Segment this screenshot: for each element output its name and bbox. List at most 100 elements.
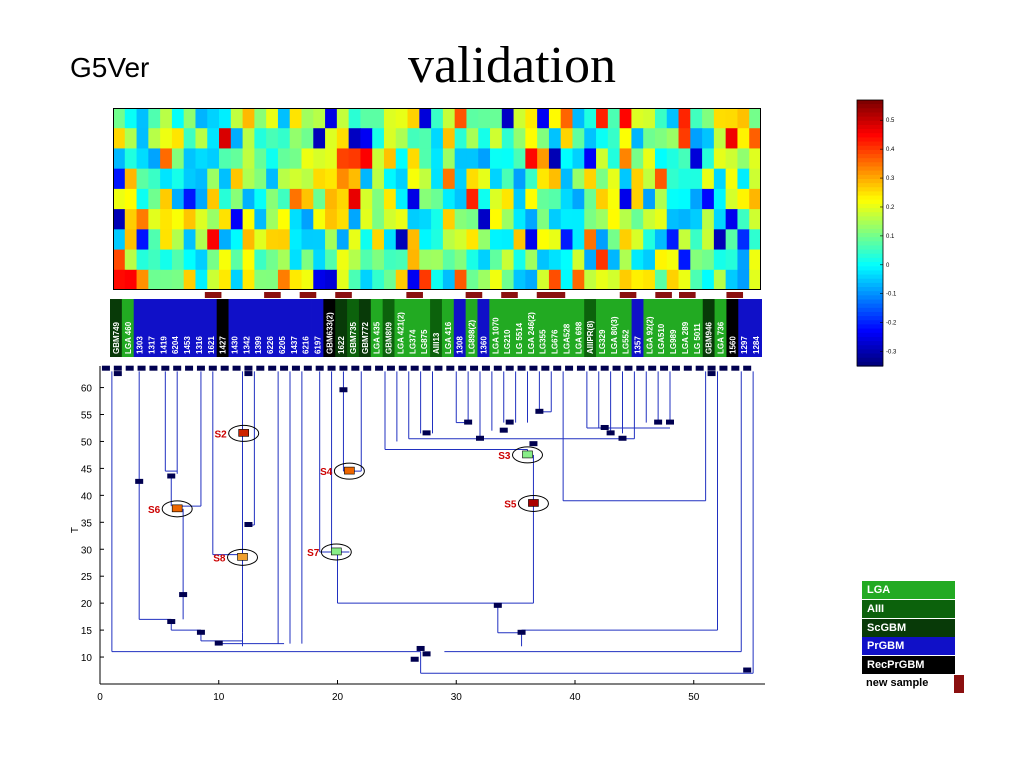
legend-label: LGA	[867, 584, 891, 596]
state-label: S6	[148, 505, 161, 516]
x-tick-label: 10	[213, 692, 225, 703]
heatmap-cell	[596, 128, 609, 150]
heatmap-cell	[348, 269, 362, 290]
leaf-node	[280, 365, 289, 371]
heatmap-cell	[195, 269, 208, 290]
heatmap-cell	[325, 269, 338, 290]
heatmap-cell	[301, 128, 314, 150]
heatmap-cell	[207, 229, 220, 251]
heatmap-cell	[643, 108, 656, 129]
leaf-node	[529, 365, 538, 371]
heatmap-cell	[631, 128, 644, 150]
state-label: S2	[214, 429, 227, 440]
colorbar-step	[857, 166, 883, 172]
colorbar-step	[857, 220, 883, 226]
heatmap-cell	[478, 128, 491, 150]
heatmap-cell	[537, 128, 550, 150]
leaf-node	[185, 365, 194, 371]
sample-label: LG552	[622, 329, 631, 354]
leaf-node	[125, 365, 134, 371]
new-sample-marker	[655, 292, 672, 298]
heatmap-cell	[572, 269, 585, 290]
heatmap-cell	[454, 168, 468, 190]
heatmap-cell	[749, 148, 761, 170]
heatmap-cell	[478, 249, 491, 271]
heatmap-cell	[548, 269, 562, 290]
sample-label: 1297	[740, 336, 749, 354]
sample-class-cell	[560, 299, 573, 357]
sample-class-cell	[169, 299, 182, 357]
tree-node	[499, 427, 508, 433]
heatmap-cell	[572, 148, 585, 170]
sample-class-cell	[524, 299, 538, 357]
heatmap-cell	[442, 188, 456, 210]
heatmap-cell	[596, 229, 609, 251]
colorbar-step	[857, 237, 883, 242]
heatmap-cell	[124, 209, 138, 230]
heatmap-cell	[136, 269, 149, 290]
heatmap-cell	[466, 229, 479, 251]
y-tick-label: 40	[81, 491, 93, 502]
leaf-node	[600, 365, 609, 371]
heatmap-cell	[466, 269, 479, 290]
colorbar-step	[857, 108, 883, 114]
heatmap-cell	[242, 269, 255, 290]
legend-item-prgbm: PrGBM	[862, 637, 955, 655]
heatmap-cell	[466, 108, 479, 129]
heatmap-cell	[431, 249, 444, 271]
leaf-node	[541, 365, 550, 371]
heatmap-cell	[537, 229, 550, 251]
colorbar-step	[857, 266, 883, 272]
state-label: S7	[307, 548, 320, 559]
heatmap-cell	[242, 209, 255, 230]
heatmap-cell	[654, 188, 668, 210]
state-marker	[237, 553, 248, 561]
sample-label-bar: GBM749 LGA 460 1303 1317 1419 6204 1453 1316 162…	[110, 292, 762, 357]
heatmap-cell	[725, 249, 739, 271]
heatmap-cell	[407, 209, 420, 230]
heatmap-cell	[195, 108, 208, 129]
heatmap-cell	[513, 108, 526, 129]
heatmap-cell	[407, 108, 420, 129]
heatmap-cell	[372, 229, 385, 251]
heatmap-cell	[501, 229, 515, 251]
heatmap-cell	[525, 168, 538, 190]
heatmap-cell	[266, 168, 279, 190]
sample-class-cell	[726, 299, 739, 357]
colorbar-step	[857, 349, 883, 355]
sample-label: LG676	[551, 329, 560, 354]
heatmap-cell	[431, 269, 444, 290]
heatmap-cell	[136, 209, 149, 230]
heatmap-cell	[737, 209, 750, 230]
new-sample-marker	[204, 292, 222, 298]
sample-class-cell	[679, 299, 692, 357]
heatmap-cell	[442, 229, 456, 251]
state-marker	[344, 466, 355, 475]
sample-label: 6226	[266, 336, 275, 354]
heatmap-cell	[183, 148, 197, 170]
heatmap-cell	[395, 188, 409, 210]
heatmap-cell	[690, 249, 703, 271]
colorbar-step	[857, 195, 883, 201]
state-circle	[161, 500, 193, 518]
sample-class-cell	[655, 299, 668, 357]
sample-label: LG875	[420, 329, 429, 354]
heatmap-cell	[313, 188, 326, 210]
heatmap-cell	[513, 209, 526, 230]
sample-label: GBM809	[385, 321, 394, 354]
sample-label: GBM946	[705, 321, 714, 354]
tree-node	[167, 619, 176, 625]
heatmap-cell	[466, 148, 479, 170]
sample-class-cell	[430, 299, 443, 357]
colorbar: 0.5 0.4 0.3 0.2 0.1 0 -0.1 -0.2 -0.3	[856, 99, 897, 367]
y-tick-label: 15	[81, 626, 93, 637]
tree-node	[476, 435, 484, 441]
heatmap-cell	[136, 168, 149, 190]
heatmap-cell	[678, 269, 691, 290]
sample-class-cell	[145, 299, 158, 357]
tree-node	[464, 419, 473, 425]
colorbar-step	[857, 149, 883, 155]
heatmap-cell	[725, 209, 739, 230]
heatmap-cell	[395, 108, 409, 129]
heatmap-cell	[442, 168, 456, 190]
